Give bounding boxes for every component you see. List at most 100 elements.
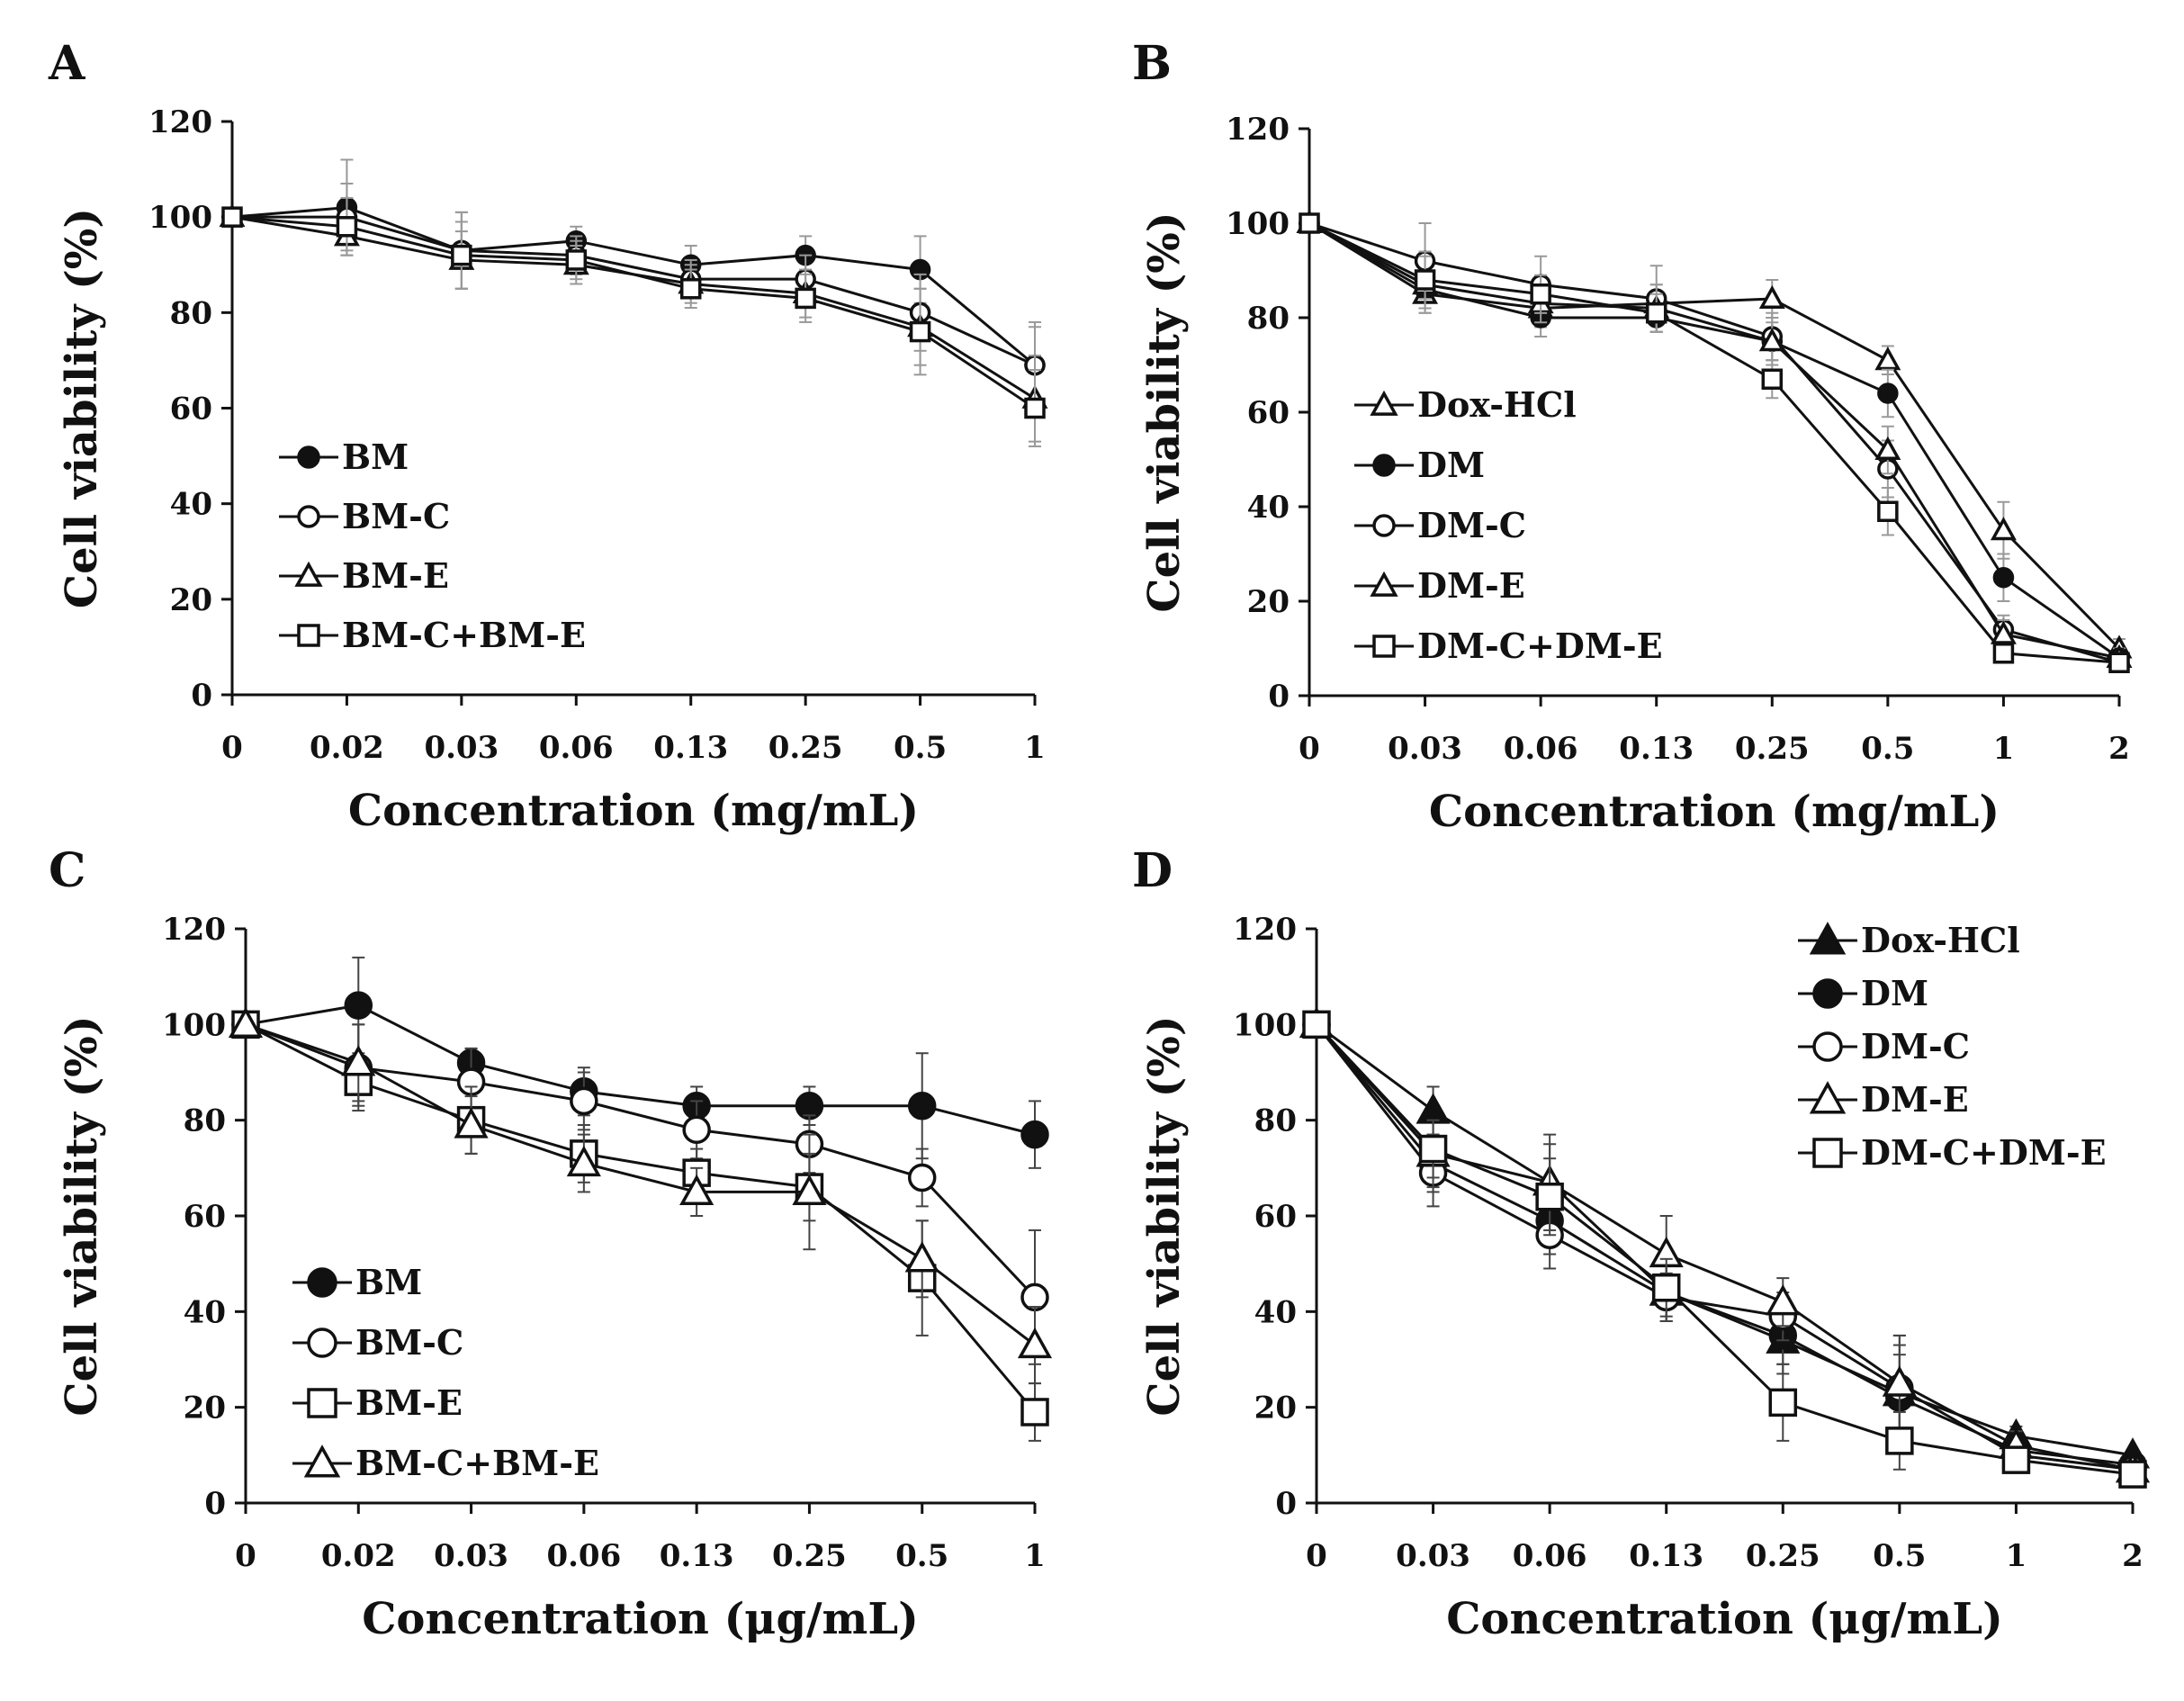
data-point (909, 320, 931, 343)
x-axis-title: Concentration (mg/mL) (348, 786, 919, 836)
data-point (1758, 284, 1785, 309)
data-point (1020, 1120, 1049, 1149)
y-axis-title: Cell viability (%) (57, 1015, 107, 1416)
x-tick-label: 0.06 (539, 730, 614, 766)
y-tick-label: 120 (1233, 912, 1297, 948)
y-tick-label: 80 (1254, 1103, 1297, 1139)
data-point (1885, 1426, 1914, 1455)
y-tick-label: 20 (184, 1390, 226, 1426)
x-tick-label: 0.02 (310, 730, 384, 766)
y-tick-label: 40 (1247, 490, 1290, 526)
legend-label: DM-C (1417, 505, 1526, 545)
data-point (1877, 382, 1899, 404)
x-tick-label: 0.03 (1396, 1538, 1470, 1574)
legend-label: BM (342, 436, 409, 477)
data-point (1017, 1327, 1053, 1359)
legend-marker (1372, 634, 1396, 658)
legend: BM BM-C BM-E BM-C+BM-E (279, 436, 586, 655)
y-tick-label: 100 (162, 1007, 226, 1043)
data-point (679, 278, 702, 300)
data-point (1414, 269, 1436, 291)
data-point (1302, 1010, 1331, 1040)
data-point (1758, 328, 1785, 352)
legend-label: BM-C (342, 496, 450, 536)
panel-letter: C (49, 843, 85, 898)
data-point (221, 206, 243, 228)
y-tick-label: 120 (1226, 112, 1290, 148)
y-tick-label: 80 (1247, 301, 1290, 337)
y-tick-label: 40 (184, 1294, 226, 1330)
legend-marker (297, 446, 320, 469)
y-tick-label: 60 (184, 1199, 226, 1235)
series-line (1308, 221, 2121, 650)
data-point (566, 1145, 601, 1177)
series-line (245, 1022, 1037, 1299)
panel-d: D 0 20 40 60 80 100 120 0 0.03 0.06 0.13 0.25 0.5 1 2 Co… (1132, 843, 2151, 1644)
panel-b: B 0 20 40 60 80 100 120 0 0.03 0.06 0.13 0.25 0.5 1 2 Co… (1132, 36, 2133, 837)
y-tick-label: 80 (170, 295, 212, 331)
legend: Dox-HCl DM DM-C DM-E DM-C+DM-E (1354, 384, 1663, 666)
y-tick-label: 80 (184, 1103, 226, 1139)
legend-label: DM-E (1861, 1079, 1969, 1120)
y-tick-label: 0 (191, 678, 212, 714)
data-point (1992, 567, 2015, 589)
series-line (1316, 1023, 2134, 1457)
x-tick-label: 0.03 (434, 1538, 508, 1574)
data-point (2001, 1445, 2031, 1474)
x-tick-label: 1 (1024, 1538, 1046, 1574)
x-tick-label: 0.25 (768, 730, 843, 766)
y-tick-label: 20 (1254, 1390, 1297, 1426)
x-tick-label: 0.02 (321, 1538, 396, 1574)
x-tick-label: 0.5 (895, 1538, 948, 1574)
x-tick-label: 0.06 (1513, 1538, 1587, 1574)
data-point (792, 1174, 827, 1206)
data-point (1874, 436, 1901, 460)
series-line (1308, 221, 2120, 660)
legend-marker (303, 1444, 341, 1478)
x-tick-label: 2 (2108, 731, 2130, 767)
y-axis-title: Cell viability (%) (57, 208, 107, 608)
data-point (570, 1086, 598, 1116)
legend: Dox-HCl DM DM-C DM-E DM-C+DM-E (1798, 920, 2107, 1173)
legend-label: Dox-HCl (1861, 920, 2020, 960)
data-point (1418, 1134, 1448, 1164)
legend-marker (307, 1328, 337, 1358)
y-axis-title: Cell viability (%) (1139, 1015, 1190, 1416)
x-tick-label: 0.25 (1746, 1538, 1820, 1574)
legend-marker (1370, 390, 1398, 416)
legend-marker (1370, 571, 1398, 597)
legend-label: DM-E (1417, 565, 1525, 606)
legend-marker (307, 1388, 337, 1418)
legend-label: BM-C+BM-E (342, 615, 586, 655)
legend-marker (1809, 922, 1847, 955)
x-tick-label: 0.03 (1388, 731, 1462, 767)
series-line (231, 215, 1036, 410)
data-point (1992, 643, 2015, 664)
x-tick-label: 0.03 (424, 730, 499, 766)
x-axis-title: Concentration (μg/mL) (1446, 1594, 2003, 1644)
data-point (1874, 346, 1901, 371)
x-tick-label: 0 (235, 1538, 256, 1574)
data-point (454, 1107, 489, 1138)
legend-marker (297, 624, 320, 647)
series-line (245, 1022, 1036, 1346)
y-tick-label: 20 (170, 582, 212, 618)
y-tick-label: 60 (1247, 395, 1290, 431)
legend-label: DM-C+DM-E (1861, 1132, 2107, 1173)
data-point (336, 216, 358, 238)
y-tick-label: 40 (170, 487, 212, 523)
data-point (451, 244, 472, 266)
legend-label: DM-C+DM-E (1417, 626, 1663, 666)
data-point (904, 1241, 939, 1273)
y-tick-label: 40 (1254, 1294, 1297, 1330)
series-line (1308, 221, 2120, 660)
y-tick-label: 20 (1247, 584, 1290, 620)
x-tick-label: 0.5 (1873, 1538, 1926, 1574)
legend-marker (1812, 978, 1843, 1009)
panel-letter: D (1132, 843, 1173, 898)
data-point (1877, 500, 1899, 522)
data-point (1990, 517, 2017, 541)
data-point (1020, 1398, 1049, 1426)
data-point (1766, 1283, 1801, 1316)
data-point (1651, 1274, 1681, 1302)
